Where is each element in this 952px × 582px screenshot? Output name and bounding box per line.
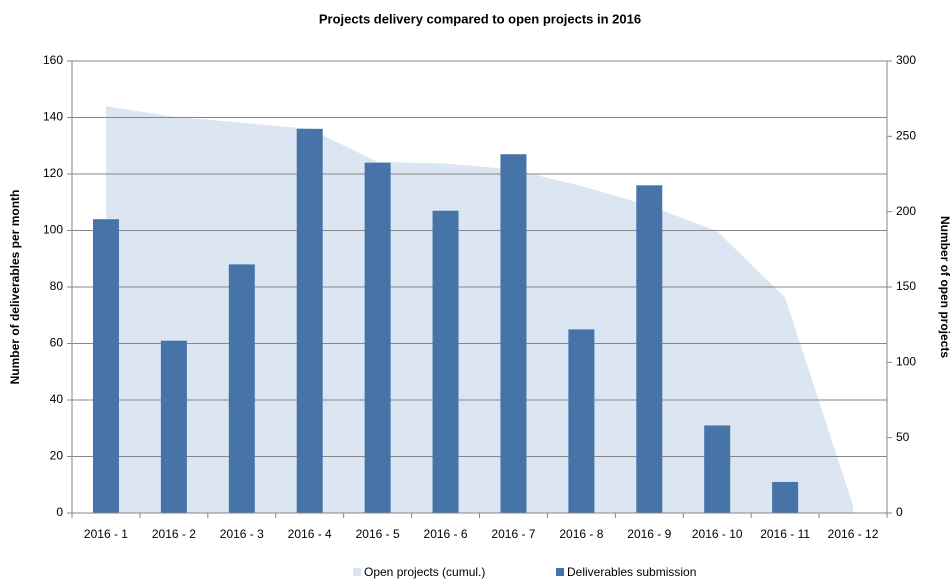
y2-tick-label: 0: [896, 505, 903, 519]
x-tick-label: 2016 - 5: [356, 527, 400, 541]
y-tick-label: 120: [43, 166, 63, 180]
area: [105, 106, 854, 513]
x-tick-label: 2016 - 8: [559, 527, 603, 541]
bar: [432, 210, 459, 513]
y2-tick-label: 200: [896, 204, 916, 218]
y-axis-label: Number of deliverables per month: [8, 190, 22, 385]
y-tick-label: 100: [43, 223, 63, 237]
bar: [92, 219, 119, 513]
bar: [160, 340, 187, 513]
bar: [500, 154, 527, 513]
legend-swatch: [556, 568, 564, 576]
y-tick-label: 140: [43, 110, 63, 124]
bar: [296, 128, 323, 514]
x-tick-label: 2016 - 11: [760, 527, 810, 541]
y-tick-label: 20: [50, 449, 64, 463]
legend-label: Open projects (cumul.): [364, 565, 485, 579]
x-tick-label: 2016 - 3: [220, 527, 264, 541]
x-tick-label: 2016 - 10: [692, 527, 743, 541]
bar: [772, 481, 799, 513]
y-tick-label: 40: [50, 392, 64, 406]
bar: [568, 329, 595, 513]
y2-tick-label: 100: [896, 355, 916, 369]
x-tick-label: 2016 - 6: [424, 527, 468, 541]
x-tick-label: 2016 - 2: [152, 527, 196, 541]
y-tick-label: 80: [50, 279, 64, 293]
y-tick-label: 60: [50, 336, 64, 350]
y2-tick-label: 250: [896, 129, 916, 143]
y2-tick-label: 150: [896, 279, 916, 293]
y-tick-label: 160: [43, 53, 63, 67]
x-tick-label: 2016 - 1: [84, 527, 128, 541]
y-tick-label: 0: [56, 505, 63, 519]
x-tick-label: 2016 - 7: [491, 527, 535, 541]
legend-label: Deliverables submission: [567, 565, 696, 579]
y2-tick-label: 50: [896, 430, 910, 444]
y2-axis-label: Number of open projects: [938, 216, 952, 358]
bar: [228, 264, 255, 513]
bar: [636, 185, 663, 514]
legend-swatch: [353, 568, 361, 576]
x-tick-label: 2016 - 12: [828, 527, 879, 541]
x-tick-label: 2016 - 4: [288, 527, 332, 541]
bar: [704, 425, 731, 513]
chart-title: Projects delivery compared to open proje…: [319, 11, 641, 26]
x-tick-label: 2016 - 9: [627, 527, 671, 541]
bar: [364, 162, 391, 513]
y2-tick-label: 300: [896, 53, 916, 67]
